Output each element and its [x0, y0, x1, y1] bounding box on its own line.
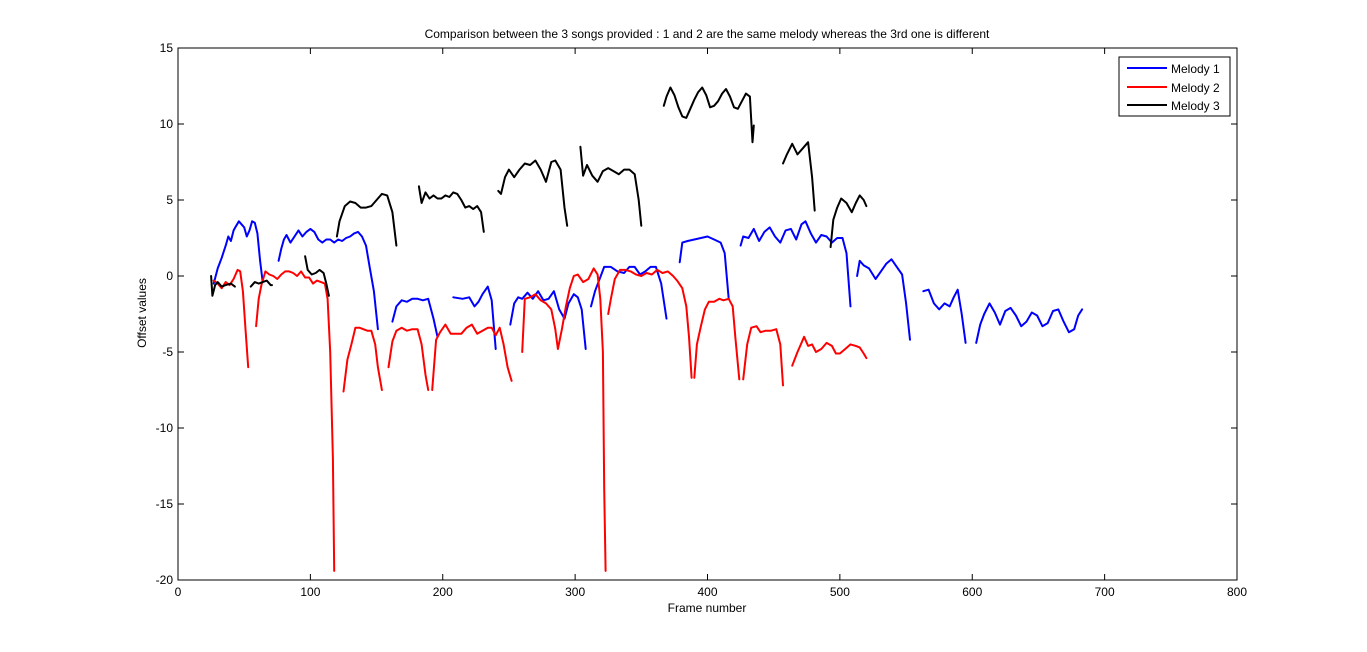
- x-tick-label: 800: [1227, 585, 1247, 599]
- series-2-segment-5: [431, 323, 513, 391]
- series-2-segment-9: [742, 325, 784, 387]
- series-2-segment-1: [212, 268, 250, 369]
- x-tick-label: 600: [962, 585, 982, 599]
- series-3-segment-1: [210, 275, 236, 297]
- legend-label-melody-2: Melody 2: [1171, 81, 1220, 95]
- chart-title: Comparison between the 3 songs provided …: [425, 27, 990, 41]
- legend-entry-melody-3: Melody 3: [1127, 99, 1220, 113]
- y-axis-label: Offset values: [135, 278, 149, 348]
- series-1-segment-3: [391, 297, 439, 338]
- series-2-segment-6: [521, 267, 607, 572]
- data-lines: [210, 86, 1084, 572]
- series-1-segment-7: [678, 235, 730, 300]
- x-tick-label: 0: [175, 585, 182, 599]
- series-3-segment-9: [782, 141, 816, 212]
- series-2-segment-10: [791, 335, 868, 367]
- series-3-segment-7: [579, 145, 643, 227]
- x-axis-ticks: 0 100 200 300 400 500 600 700 800: [175, 48, 1247, 599]
- y-tick-label: 10: [160, 117, 174, 131]
- series-2: [212, 267, 868, 572]
- x-tick-label: 400: [697, 585, 717, 599]
- legend-entry-melody-2: Melody 2: [1127, 81, 1220, 95]
- x-tick-label: 200: [433, 585, 453, 599]
- series-1: [212, 220, 1084, 350]
- series-1-segment-8: [739, 220, 852, 308]
- series-3-segment-10: [829, 194, 868, 249]
- x-axis-label: Frame number: [668, 601, 747, 615]
- y-tick-label: -15: [156, 497, 174, 511]
- x-tick-label: 100: [300, 585, 320, 599]
- series-1-segment-6: [590, 265, 668, 320]
- legend-label-melody-1: Melody 1: [1171, 62, 1220, 76]
- y-tick-label: 0: [166, 269, 173, 283]
- series-2-segment-8: [693, 297, 741, 381]
- series-2-segment-7: [607, 268, 693, 379]
- series-3-segment-5: [417, 185, 485, 233]
- series-1-segment-5: [509, 290, 587, 350]
- y-tick-label: -20: [156, 573, 174, 587]
- y-axis-ticks: -20 -15 -10 -5 0 5 10 15: [156, 41, 1237, 587]
- y-tick-label: 5: [166, 193, 173, 207]
- series-3: [210, 86, 868, 297]
- legend-label-melody-3: Melody 3: [1171, 99, 1220, 113]
- series-1-segment-11: [975, 302, 1084, 344]
- x-tick-label: 700: [1095, 585, 1115, 599]
- series-1-segment-9: [856, 258, 911, 341]
- series-3-segment-2: [249, 279, 273, 288]
- legend: Melody 1 Melody 2 Melody 3: [1118, 56, 1231, 117]
- legend-entry-melody-1: Melody 1: [1127, 62, 1220, 76]
- x-tick-label: 300: [565, 585, 585, 599]
- series-2-segment-2: [255, 270, 336, 572]
- y-tick-label: -10: [156, 421, 174, 435]
- series-1-segment-10: [922, 288, 967, 344]
- series-3-segment-8: [662, 86, 755, 144]
- series-1-segment-1: [212, 220, 264, 285]
- series-3-segment-3: [304, 255, 330, 297]
- series-3-segment-4: [335, 192, 398, 247]
- y-tick-label: -5: [162, 345, 173, 359]
- y-tick-label: 15: [160, 41, 174, 55]
- series-2-segment-4: [387, 326, 430, 391]
- series-1-segment-4: [452, 285, 497, 350]
- plot-area: 0 100 200 300 400 500 600 700 800 -20 -15 -10 -5 0 5 1…: [156, 41, 1248, 599]
- series-3-segment-6: [497, 159, 569, 227]
- series-1-segment-2: [277, 227, 379, 331]
- series-2-segment-3: [342, 326, 383, 393]
- x-tick-label: 500: [830, 585, 850, 599]
